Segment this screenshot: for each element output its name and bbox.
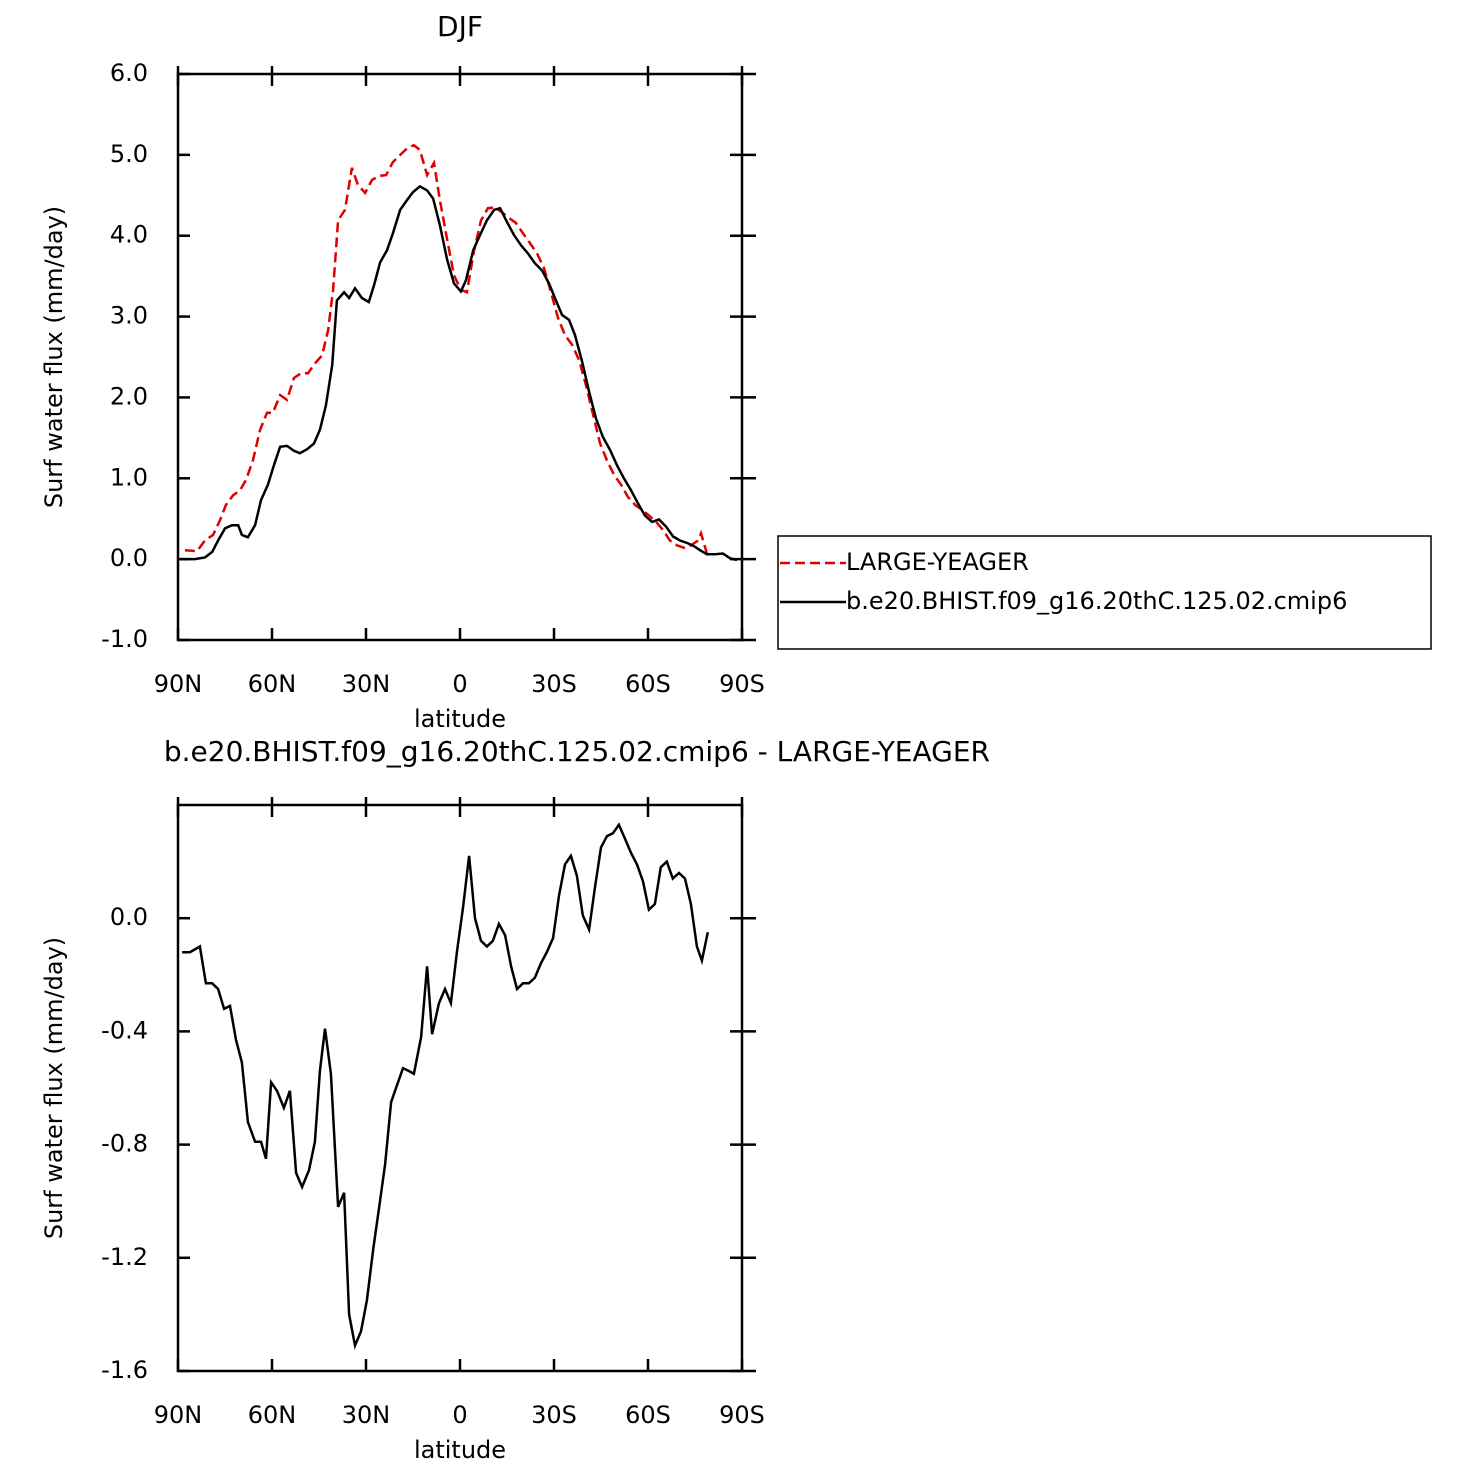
x-tick-label: 0 (452, 1401, 467, 1429)
y-tick-label: 0.0 (110, 903, 148, 931)
y-axis-label: Surf water flux (mm/day) (40, 937, 68, 1239)
x-axis-label: latitude (414, 705, 506, 733)
y-tick-label: -0.4 (101, 1016, 148, 1044)
x-tick-label: 30S (531, 670, 577, 698)
chart-title: DJF (437, 10, 483, 43)
data-line (182, 822, 710, 1350)
y-axis-label: Surf water flux (mm/day) (40, 206, 68, 508)
x-tick-label: 60S (625, 670, 671, 698)
y-tick-label: -1.2 (101, 1243, 148, 1271)
data-line (184, 143, 709, 554)
legend-label: b.e20.BHIST.f09_g16.20thC.125.02.cmip6 (846, 587, 1347, 615)
x-tick-label: 90S (719, 1401, 765, 1429)
plot-frame (176, 72, 744, 642)
y-tick-label: -0.8 (101, 1130, 148, 1158)
y-tick-label: -1.6 (101, 1356, 148, 1384)
x-tick-label: 90N (154, 1401, 203, 1429)
data-line (179, 184, 738, 562)
y-tick-label: -1.0 (101, 625, 148, 653)
x-axis-label: latitude (414, 1436, 506, 1464)
y-tick-label: 4.0 (110, 221, 148, 249)
y-tick-label: 1.0 (110, 463, 148, 491)
chart-title: b.e20.BHIST.f09_g16.20thC.125.02.cmip6 -… (164, 735, 990, 768)
y-tick-label: 3.0 (110, 302, 148, 330)
x-tick-label: 30N (342, 1401, 391, 1429)
x-tick-label: 60S (625, 1401, 671, 1429)
x-tick-label: 90S (719, 670, 765, 698)
x-tick-label: 0 (452, 670, 467, 698)
x-tick-label: 90N (154, 670, 203, 698)
y-tick-label: 0.0 (110, 544, 148, 572)
y-tick-label: 6.0 (110, 59, 148, 87)
x-tick-label: 30N (342, 670, 391, 698)
x-tick-label: 30S (531, 1401, 577, 1429)
legend-label: LARGE-YEAGER (846, 548, 1029, 576)
x-tick-label: 60N (248, 670, 297, 698)
y-tick-label: 2.0 (110, 382, 148, 410)
x-tick-label: 60N (248, 1401, 297, 1429)
y-tick-label: 5.0 (110, 140, 148, 168)
legend-box (777, 535, 1432, 650)
